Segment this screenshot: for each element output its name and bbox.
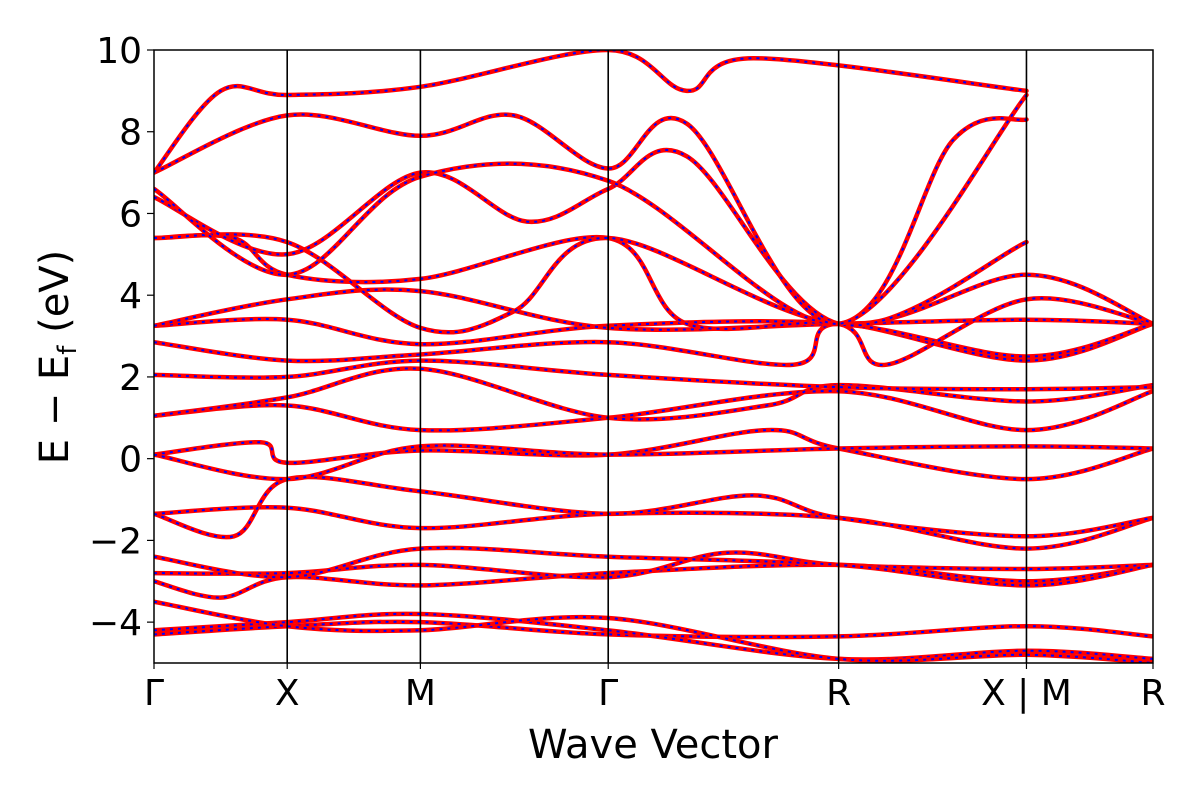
band-13-wannier [154, 322, 1153, 366]
band-12-dft [154, 358, 1153, 392]
y-axis-title-main: E − E [32, 355, 78, 465]
band-19-wannier [154, 117, 1027, 325]
band-21-dft [154, 50, 1029, 175]
band-9-dft [154, 443, 1153, 482]
band-20-wannier [154, 94, 1028, 325]
band-2-dft [154, 599, 1153, 663]
plot-frame [153, 49, 1154, 664]
band-14-wannier [154, 318, 1153, 358]
y-tick-label-1: −2 [89, 521, 142, 562]
band-12-wannier [154, 359, 1153, 391]
x-tick-label-4: R [826, 673, 851, 714]
x-axis-title: Wave Vector [528, 722, 779, 768]
y-axis: −4 −2 0 2 4 6 8 10 [89, 31, 154, 644]
y-tick-label-0: −4 [89, 603, 142, 644]
x-tick-label-2: M [405, 673, 436, 714]
band-7-wannier [154, 476, 1153, 539]
band-6-wannier [154, 506, 1153, 550]
band-18-wannier [154, 149, 1027, 327]
y-tick-label-5: 6 [119, 194, 142, 235]
y-axis-title: E − Ef (eV) [32, 250, 83, 465]
band-6-dft [154, 504, 1153, 551]
band-5-wannier [154, 546, 1153, 587]
band-20-dft [154, 92, 1029, 327]
x-axis: Γ X M Γ R X | M R [144, 663, 1166, 714]
band-1-dft [154, 611, 1153, 662]
x-tick-label-5: X | M [981, 673, 1072, 714]
band-21-wannier [154, 50, 1027, 174]
band-14-dft [154, 316, 1153, 359]
band-7-dft [154, 474, 1153, 540]
high-symmetry-lines [286, 50, 1028, 663]
band-10-dft [154, 388, 1153, 433]
band-17-wannier [154, 233, 1153, 334]
band-15-wannier [154, 288, 1153, 331]
x-tick-label-1: X [275, 673, 300, 714]
y-tick-label-4: 4 [119, 276, 142, 317]
band-1-wannier [154, 612, 1153, 661]
band-11-wannier [154, 367, 1153, 421]
band-4-wannier [154, 551, 1153, 579]
y-tick-label-7: 10 [96, 31, 142, 72]
bands-layer [154, 50, 1153, 663]
y-axis-title-unit: (eV) [32, 250, 78, 346]
y-tick-label-6: 8 [119, 113, 142, 154]
y-axis-title-subscript: f [53, 345, 83, 355]
band-19-dft [154, 115, 1029, 327]
x-tick-label-0: Γ [144, 673, 164, 714]
x-tick-label-6: R [1140, 673, 1165, 714]
x-tick-label-3: Γ [598, 673, 618, 714]
band-3-dft [154, 562, 1153, 600]
y-tick-label-2: 0 [119, 440, 142, 481]
y-tick-label-3: 2 [119, 358, 142, 399]
